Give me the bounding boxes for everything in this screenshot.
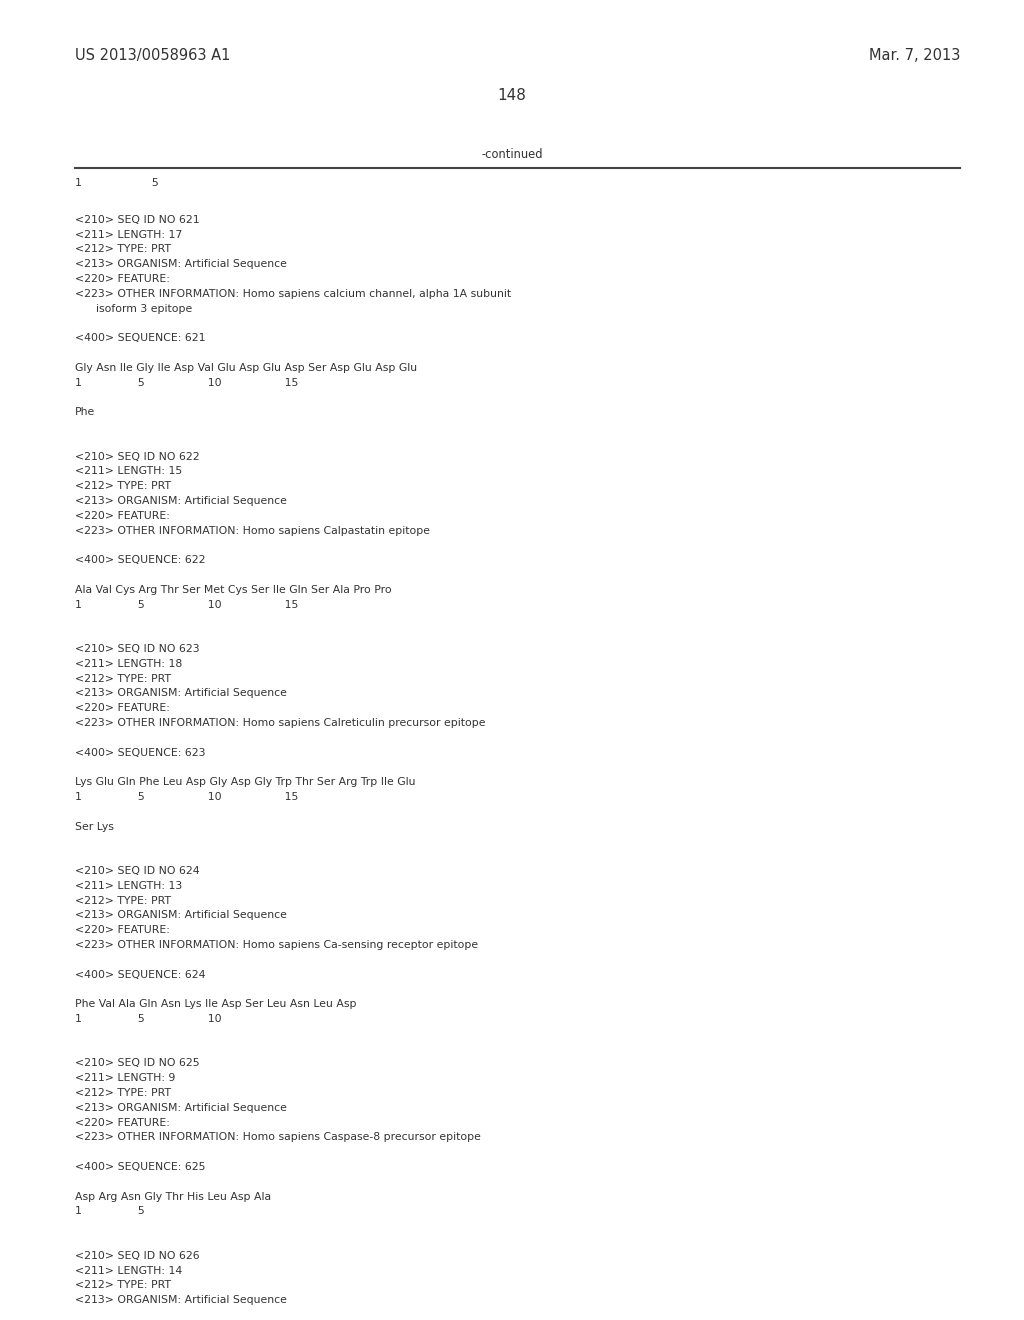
Text: <212> TYPE: PRT: <212> TYPE: PRT [75,244,171,255]
Text: <212> TYPE: PRT: <212> TYPE: PRT [75,482,171,491]
Text: <211> LENGTH: 15: <211> LENGTH: 15 [75,466,182,477]
Text: <400> SEQUENCE: 624: <400> SEQUENCE: 624 [75,970,206,979]
Text: <212> TYPE: PRT: <212> TYPE: PRT [75,1088,171,1098]
Text: <210> SEQ ID NO 624: <210> SEQ ID NO 624 [75,866,200,876]
Text: Mar. 7, 2013: Mar. 7, 2013 [868,48,961,63]
Text: US 2013/0058963 A1: US 2013/0058963 A1 [75,48,230,63]
Text: <210> SEQ ID NO 621: <210> SEQ ID NO 621 [75,215,200,224]
Text: <210> SEQ ID NO 622: <210> SEQ ID NO 622 [75,451,200,462]
Text: <223> OTHER INFORMATION: Homo sapiens Calreticulin precursor epitope: <223> OTHER INFORMATION: Homo sapiens Ca… [75,718,485,729]
Text: -continued: -continued [481,148,543,161]
Text: 1                5                  10                  15: 1 5 10 15 [75,792,298,803]
Text: <220> FEATURE:: <220> FEATURE: [75,1118,170,1127]
Text: <400> SEQUENCE: 622: <400> SEQUENCE: 622 [75,556,206,565]
Text: <211> LENGTH: 13: <211> LENGTH: 13 [75,880,182,891]
Text: <210> SEQ ID NO 625: <210> SEQ ID NO 625 [75,1059,200,1068]
Text: 1                5                  10: 1 5 10 [75,1014,221,1024]
Text: <211> LENGTH: 9: <211> LENGTH: 9 [75,1073,175,1084]
Text: <211> LENGTH: 18: <211> LENGTH: 18 [75,659,182,669]
Text: <211> LENGTH: 17: <211> LENGTH: 17 [75,230,182,240]
Text: <220> FEATURE:: <220> FEATURE: [75,275,170,284]
Text: <210> SEQ ID NO 626: <210> SEQ ID NO 626 [75,1251,200,1261]
Text: <213> ORGANISM: Artificial Sequence: <213> ORGANISM: Artificial Sequence [75,259,287,269]
Text: <400> SEQUENCE: 625: <400> SEQUENCE: 625 [75,1162,206,1172]
Text: <213> ORGANISM: Artificial Sequence: <213> ORGANISM: Artificial Sequence [75,496,287,506]
Text: <400> SEQUENCE: 621: <400> SEQUENCE: 621 [75,333,206,343]
Text: Lys Glu Gln Phe Leu Asp Gly Asp Gly Trp Thr Ser Arg Trp Ile Glu: Lys Glu Gln Phe Leu Asp Gly Asp Gly Trp … [75,777,416,787]
Text: <213> ORGANISM: Artificial Sequence: <213> ORGANISM: Artificial Sequence [75,1102,287,1113]
Text: 148: 148 [498,88,526,103]
Text: Phe: Phe [75,407,95,417]
Text: <220> FEATURE:: <220> FEATURE: [75,704,170,713]
Text: <212> TYPE: PRT: <212> TYPE: PRT [75,895,171,906]
Text: <213> ORGANISM: Artificial Sequence: <213> ORGANISM: Artificial Sequence [75,911,287,920]
Text: Phe Val Ala Gln Asn Lys Ile Asp Ser Leu Asn Leu Asp: Phe Val Ala Gln Asn Lys Ile Asp Ser Leu … [75,999,356,1010]
Text: Gly Asn Ile Gly Ile Asp Val Glu Asp Glu Asp Ser Asp Glu Asp Glu: Gly Asn Ile Gly Ile Asp Val Glu Asp Glu … [75,363,417,372]
Text: <223> OTHER INFORMATION: Homo sapiens Ca-sensing receptor epitope: <223> OTHER INFORMATION: Homo sapiens Ca… [75,940,478,950]
Text: Ser Lys: Ser Lys [75,821,114,832]
Text: <223> OTHER INFORMATION: Homo sapiens Caspase-8 precursor epitope: <223> OTHER INFORMATION: Homo sapiens Ca… [75,1133,481,1142]
Text: Ala Val Cys Arg Thr Ser Met Cys Ser Ile Gln Ser Ala Pro Pro: Ala Val Cys Arg Thr Ser Met Cys Ser Ile … [75,585,391,595]
Text: <220> FEATURE:: <220> FEATURE: [75,925,170,935]
Text: Asp Arg Asn Gly Thr His Leu Asp Ala: Asp Arg Asn Gly Thr His Leu Asp Ala [75,1192,271,1201]
Text: <400> SEQUENCE: 623: <400> SEQUENCE: 623 [75,747,206,758]
Text: <212> TYPE: PRT: <212> TYPE: PRT [75,673,171,684]
Text: <210> SEQ ID NO 623: <210> SEQ ID NO 623 [75,644,200,653]
Text: 1                5                  10                  15: 1 5 10 15 [75,378,298,388]
Text: 1                    5: 1 5 [75,178,159,187]
Text: <223> OTHER INFORMATION: Homo sapiens calcium channel, alpha 1A subunit: <223> OTHER INFORMATION: Homo sapiens ca… [75,289,511,298]
Text: <220> FEATURE:: <220> FEATURE: [75,511,170,521]
Text: <212> TYPE: PRT: <212> TYPE: PRT [75,1280,171,1291]
Text: <223> OTHER INFORMATION: Homo sapiens Calpastatin epitope: <223> OTHER INFORMATION: Homo sapiens Ca… [75,525,430,536]
Text: isoform 3 epitope: isoform 3 epitope [75,304,193,314]
Text: <213> ORGANISM: Artificial Sequence: <213> ORGANISM: Artificial Sequence [75,1295,287,1305]
Text: 1                5: 1 5 [75,1206,144,1217]
Text: 1                5                  10                  15: 1 5 10 15 [75,599,298,610]
Text: <211> LENGTH: 14: <211> LENGTH: 14 [75,1266,182,1275]
Text: <213> ORGANISM: Artificial Sequence: <213> ORGANISM: Artificial Sequence [75,689,287,698]
